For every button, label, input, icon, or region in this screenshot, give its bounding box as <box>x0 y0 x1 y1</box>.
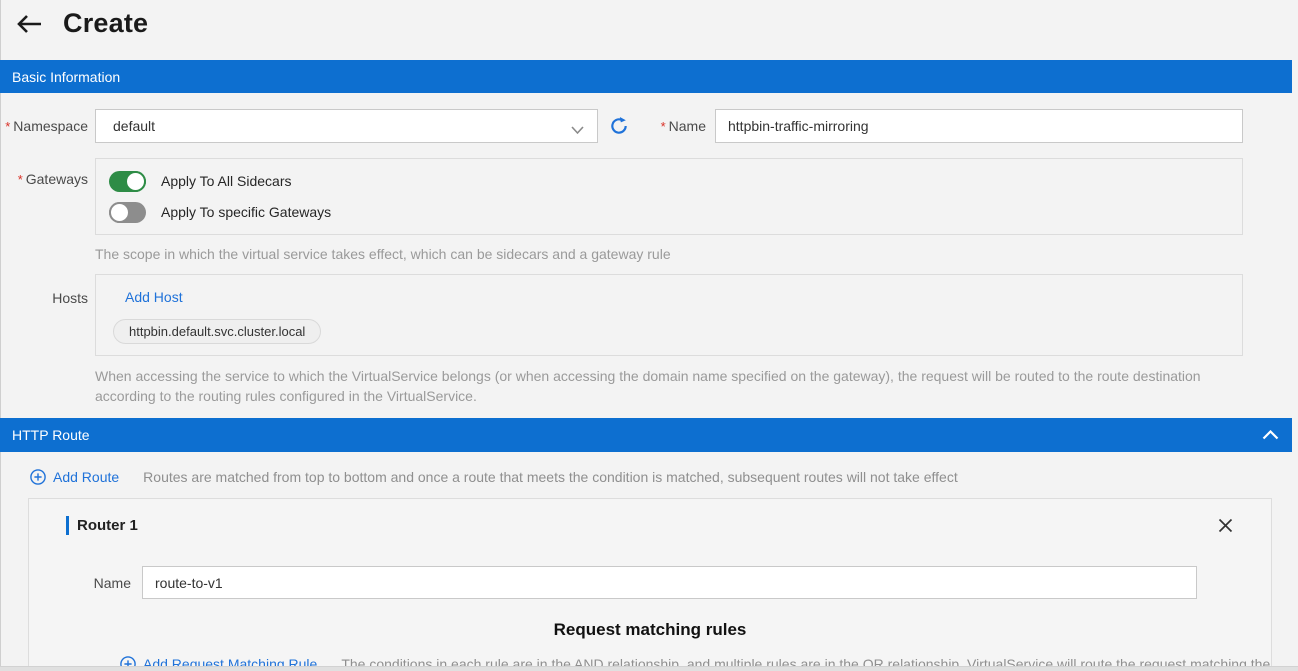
hosts-box: Add Host httpbin.default.svc.cluster.loc… <box>95 274 1243 356</box>
page-header: Create <box>0 0 1298 47</box>
name-label: * Name <box>660 118 706 134</box>
router-title: Router 1 <box>77 517 138 534</box>
chevron-down-icon <box>571 122 584 138</box>
back-arrow-icon[interactable] <box>15 12 42 36</box>
router-title-group: Router 1 <box>66 516 138 535</box>
namespace-select[interactable]: default <box>95 109 598 143</box>
apply-all-sidecars-label: Apply To All Sidecars <box>161 173 292 189</box>
router-card: Router 1 Name Request matching rules Add… <box>28 498 1272 671</box>
apply-specific-gateways-toggle[interactable] <box>109 201 146 223</box>
apply-specific-gateways-row: Apply To specific Gateways <box>109 201 1242 223</box>
chevron-up-icon[interactable] <box>1262 418 1279 452</box>
add-route-row: Add Route Routes are matched from top to… <box>30 466 1298 487</box>
namespace-selected-value: default <box>113 118 156 134</box>
required-marker: * <box>5 119 11 134</box>
required-marker: * <box>17 172 23 187</box>
page-title: Create <box>63 8 149 38</box>
basic-information-title: Basic Information <box>12 68 121 85</box>
http-route-banner: HTTP Route <box>0 418 1292 452</box>
circle-plus-icon <box>30 468 46 485</box>
gateways-row: * Gateways Apply To All Sidecars Apply To… <box>0 158 1298 235</box>
toggle-knob <box>125 170 146 192</box>
gateways-help-text: The scope in which the virtual service t… <box>95 246 671 262</box>
namespace-label: * Namespace <box>5 118 88 134</box>
hosts-label: Hosts <box>52 290 88 306</box>
basic-information-banner: Basic Information <box>0 60 1292 93</box>
name-input[interactable] <box>715 109 1243 143</box>
router-name-input[interactable] <box>142 566 1197 599</box>
page-left-border <box>0 0 1 671</box>
host-tag[interactable]: httpbin.default.svc.cluster.local <box>113 319 322 344</box>
close-icon[interactable] <box>1218 518 1233 533</box>
router-name-label: Name <box>93 574 131 591</box>
gateways-box: Apply To All Sidecars Apply To specific … <box>95 158 1243 235</box>
router-title-row: Router 1 <box>29 499 1271 535</box>
apply-all-sidecars-toggle[interactable] <box>109 170 146 192</box>
title-accent-bar <box>66 516 69 535</box>
add-host-link[interactable]: Add Host <box>125 289 183 305</box>
apply-specific-gateways-label: Apply To specific Gateways <box>161 204 332 220</box>
router-name-row: Name <box>29 566 1271 599</box>
refresh-icon[interactable] <box>609 116 629 136</box>
apply-all-sidecars-row: Apply To All Sidecars <box>109 170 1242 192</box>
toggle-knob <box>109 201 130 223</box>
request-matching-rules-title: Request matching rules <box>553 620 747 639</box>
add-route-link[interactable]: Add Route <box>30 469 119 485</box>
hosts-row: Hosts Add Host httpbin.default.svc.clust… <box>0 274 1298 356</box>
next-section-edge <box>0 666 1298 671</box>
namespace-name-row: * Namespace default * Name <box>0 108 1298 144</box>
gateways-label: * Gateways <box>17 171 88 187</box>
add-route-hint: Routes are matched from top to bottom an… <box>143 468 958 485</box>
hosts-help-text: When accessing the service to which the … <box>95 368 1201 404</box>
http-route-title: HTTP Route <box>12 427 90 443</box>
required-marker: * <box>660 119 666 134</box>
